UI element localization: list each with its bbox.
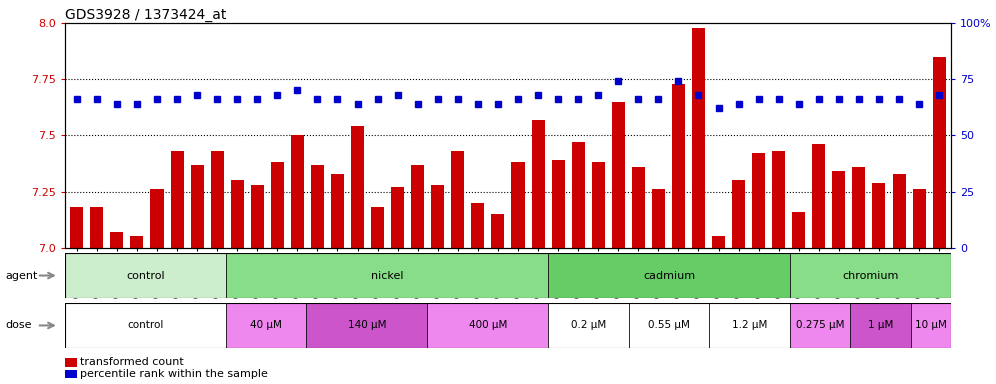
Bar	[790, 303, 851, 348]
Bar	[548, 253, 790, 298]
Bar	[672, 84, 685, 248]
Bar	[372, 207, 384, 248]
Bar	[190, 165, 203, 248]
Bar	[532, 120, 545, 248]
Bar	[130, 237, 143, 248]
Bar	[231, 180, 244, 248]
Bar	[911, 303, 951, 348]
Bar	[932, 57, 945, 248]
Bar	[391, 187, 404, 248]
Bar	[210, 151, 224, 248]
Text: 1.2 μM: 1.2 μM	[732, 320, 767, 331]
Bar	[311, 165, 324, 248]
Bar	[692, 28, 705, 248]
Bar	[226, 253, 548, 298]
Bar	[853, 167, 866, 248]
Bar	[792, 212, 806, 248]
Text: control: control	[127, 320, 163, 331]
Text: percentile rank within the sample: percentile rank within the sample	[80, 369, 268, 379]
Bar	[651, 189, 665, 248]
Text: dose: dose	[5, 320, 32, 331]
Bar	[251, 185, 264, 248]
Bar	[732, 180, 745, 248]
Bar	[65, 253, 226, 298]
Bar	[427, 303, 548, 348]
Text: chromium: chromium	[843, 270, 898, 281]
Bar	[772, 151, 785, 248]
Bar	[912, 189, 925, 248]
Text: 0.55 μM: 0.55 μM	[648, 320, 690, 331]
Bar	[71, 207, 84, 248]
Bar	[851, 303, 911, 348]
Bar	[892, 174, 905, 248]
Bar	[451, 151, 464, 248]
Bar	[226, 303, 307, 348]
Text: 0.275 μM: 0.275 μM	[796, 320, 845, 331]
Text: 0.2 μM: 0.2 μM	[571, 320, 607, 331]
Bar	[65, 303, 226, 348]
Bar	[833, 171, 846, 248]
Bar	[491, 214, 504, 248]
Text: 400 μM: 400 μM	[469, 320, 507, 331]
Text: agent: agent	[5, 270, 38, 281]
Bar	[271, 162, 284, 248]
Bar	[471, 203, 484, 248]
Bar	[431, 185, 444, 248]
Bar	[631, 167, 644, 248]
Bar	[872, 182, 885, 248]
Text: 140 μM: 140 μM	[348, 320, 386, 331]
Bar	[150, 189, 163, 248]
Text: cadmium: cadmium	[643, 270, 695, 281]
Bar	[790, 253, 951, 298]
Bar	[552, 160, 565, 248]
Bar	[411, 165, 424, 248]
Text: GDS3928 / 1373424_at: GDS3928 / 1373424_at	[65, 8, 226, 22]
Text: 10 μM: 10 μM	[915, 320, 947, 331]
Text: nickel: nickel	[371, 270, 403, 281]
Bar	[91, 207, 104, 248]
Bar	[331, 174, 344, 248]
Bar	[752, 153, 765, 248]
Bar	[512, 162, 525, 248]
Text: control: control	[126, 270, 164, 281]
Bar	[592, 162, 605, 248]
Bar	[291, 136, 304, 248]
Bar	[111, 232, 124, 248]
Bar	[307, 303, 427, 348]
Bar	[612, 102, 624, 248]
Bar	[351, 126, 365, 248]
Bar	[170, 151, 183, 248]
Text: 1 μM: 1 μM	[868, 320, 893, 331]
Bar	[628, 303, 709, 348]
Bar	[548, 303, 628, 348]
Text: transformed count: transformed count	[80, 358, 183, 367]
Bar	[572, 142, 585, 248]
Bar	[712, 237, 725, 248]
Bar	[813, 144, 826, 248]
Bar	[709, 303, 790, 348]
Text: 40 μM: 40 μM	[250, 320, 282, 331]
